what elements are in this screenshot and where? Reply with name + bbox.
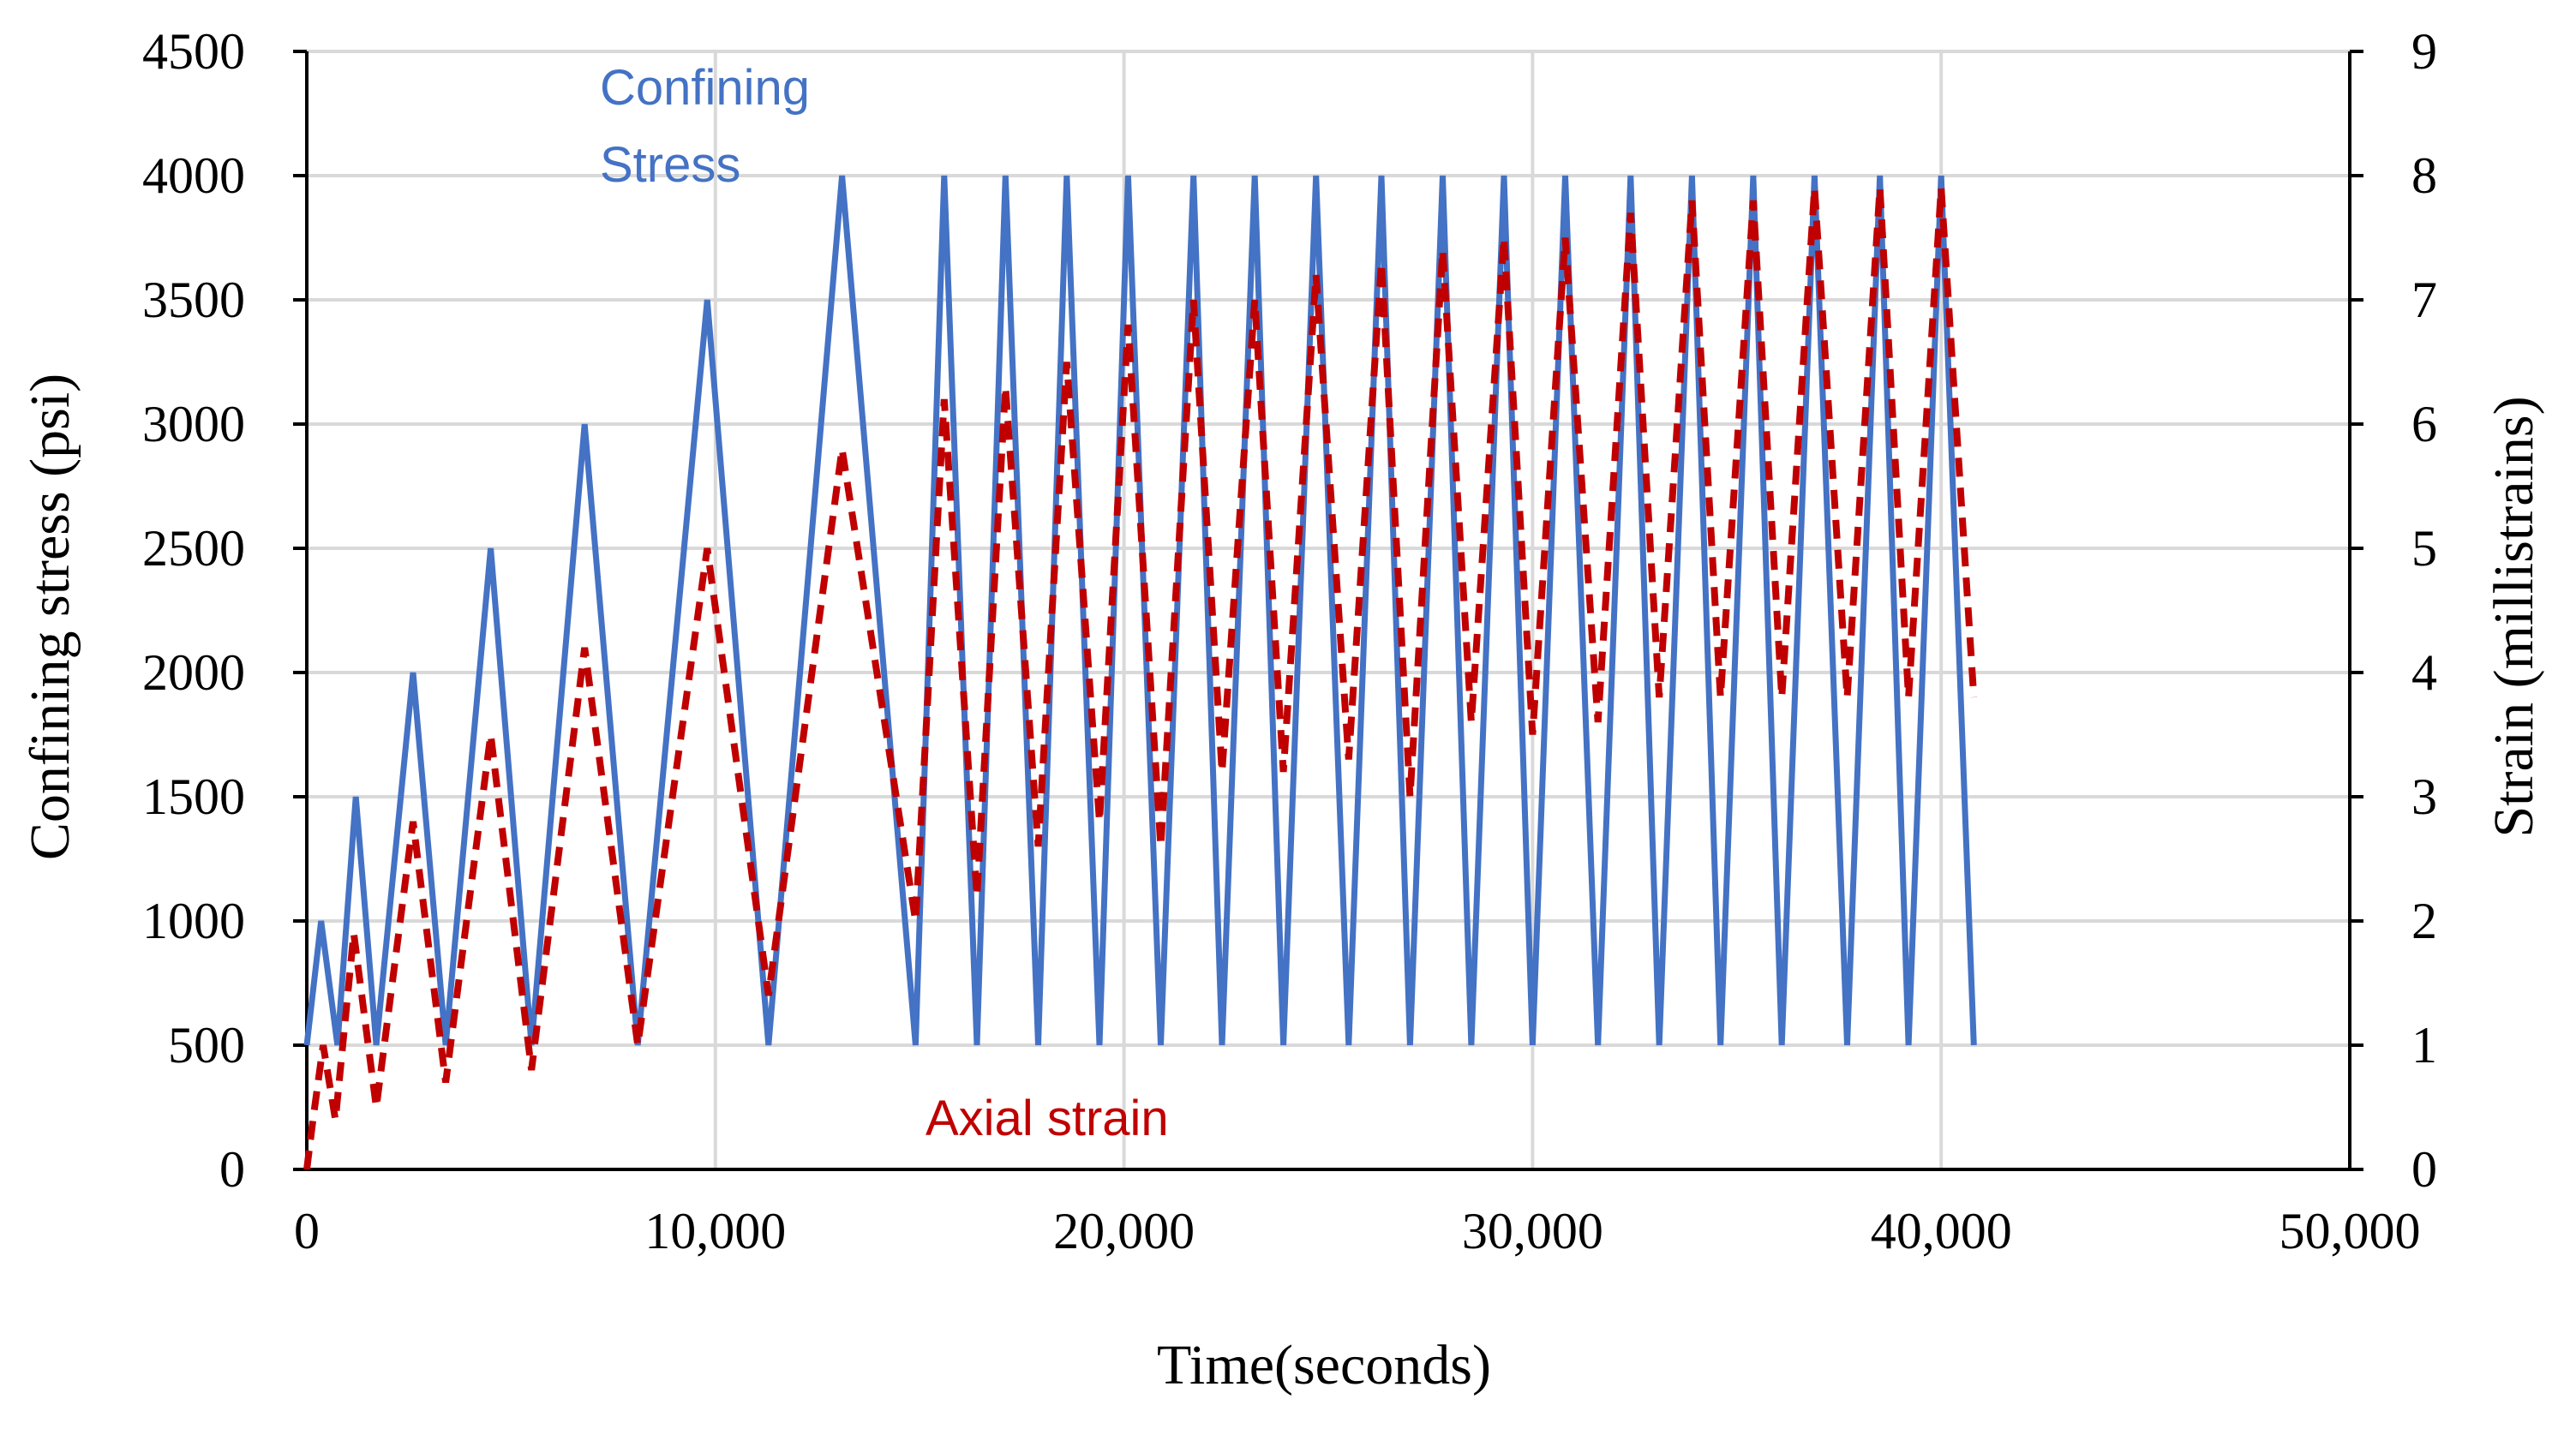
y-tick-label: 3000 (142, 396, 245, 452)
x-tick-label: 0 (294, 1203, 320, 1259)
y-tick-label: 4500 (142, 23, 245, 80)
x-tick-label: 50,000 (2279, 1203, 2421, 1259)
tick-labels: 0 500 1000 1500 2000 2500 3000 3500 4000 4500 0 1 2 3… (142, 23, 2437, 1259)
y2-tick-label: 2 (2411, 893, 2437, 949)
y2-tick-label: 9 (2411, 23, 2437, 80)
x-tick-label: 20,000 (1053, 1203, 1195, 1259)
x-tick-label: 40,000 (1871, 1203, 2012, 1259)
y2-tick-label: 4 (2411, 644, 2437, 701)
x-tick-label: 10,000 (644, 1203, 786, 1259)
y-tick-label: 3500 (142, 272, 245, 328)
x-axis-title: Time(seconds) (1157, 1334, 1491, 1396)
y-tick-label: 500 (168, 1017, 245, 1073)
y-tick-label: 2500 (142, 520, 245, 577)
y-tick-label: 4000 (142, 147, 245, 204)
y2-tick-label: 3 (2411, 768, 2437, 825)
y-tick-label: 0 (219, 1141, 245, 1198)
y2-tick-label: 8 (2411, 147, 2437, 204)
series (303, 175, 1978, 1170)
stress-annotation-line2: Stress (600, 137, 740, 193)
y2-tick-label: 1 (2411, 1017, 2437, 1073)
y2-tick-label: 7 (2411, 272, 2437, 328)
y2-tick-label: 6 (2411, 396, 2437, 452)
y-tick-label: 1000 (142, 893, 245, 949)
x-tick-label: 30,000 (1462, 1203, 1603, 1259)
strain-annotation: Axial strain (926, 1091, 1169, 1146)
y2-tick-label: 5 (2411, 520, 2437, 577)
y-tick-label: 2000 (142, 644, 245, 701)
y-tick-label: 1500 (142, 768, 245, 825)
y2-tick-label: 0 (2411, 1141, 2437, 1198)
stress-annotation-line1: Confining (600, 60, 810, 116)
y-axis-title: Confining stress (psi) (19, 374, 81, 860)
axes (293, 50, 2363, 1171)
grid-lines (307, 50, 2350, 1169)
y2-axis-title: Strain (millistrains) (2483, 396, 2545, 837)
